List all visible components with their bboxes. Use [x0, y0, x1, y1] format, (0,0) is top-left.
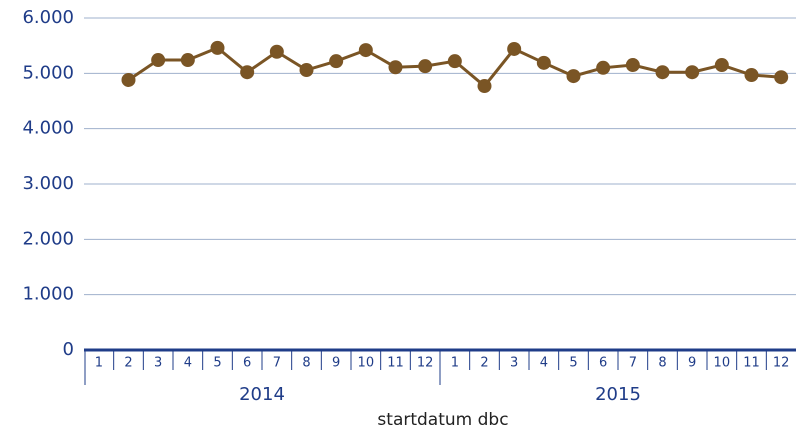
y-tick-label: 4.000 [22, 118, 74, 139]
data-point [240, 65, 255, 80]
x-tick-label: 5 [213, 356, 221, 371]
y-tick-label: 2.000 [22, 228, 74, 249]
x-tick-label: 2 [124, 356, 132, 371]
data-point [507, 41, 522, 56]
y-tick-label: 0 [63, 339, 74, 360]
data-point [566, 69, 581, 84]
data-point [774, 70, 789, 85]
y-tick-label: 5.000 [22, 62, 74, 83]
x-tick-label: 11 [387, 356, 404, 371]
data-point [714, 58, 729, 73]
x-axis-title: startdatum dbc [377, 410, 508, 429]
data-point [121, 72, 136, 87]
x-tick-label: 6 [243, 356, 251, 371]
x-tick-label: 11 [743, 356, 760, 371]
data-point [744, 67, 759, 82]
data-point [418, 59, 433, 74]
x-tick-label: 2 [480, 356, 488, 371]
data-point [329, 54, 344, 69]
y-tick-label: 1.000 [22, 284, 74, 305]
x-tick-label: 7 [273, 356, 281, 371]
data-point [596, 60, 611, 75]
group-label: 2015 [595, 384, 641, 405]
data-point [299, 63, 314, 78]
x-tick-label: 4 [540, 356, 548, 371]
x-tick-label: 8 [302, 356, 310, 371]
data-point [685, 65, 700, 80]
x-tick-label: 1 [451, 356, 459, 371]
data-point [536, 55, 551, 70]
y-tick-label: 3.000 [22, 173, 74, 194]
data-point [388, 60, 403, 75]
x-tick-label: 9 [332, 356, 340, 371]
x-tick-label: 8 [658, 356, 666, 371]
data-point [269, 44, 284, 59]
x-tick-label: 7 [629, 356, 637, 371]
x-tick-label: 5 [569, 356, 577, 371]
data-point [151, 53, 166, 68]
x-tick-label: 9 [688, 356, 696, 371]
data-point [358, 43, 373, 58]
group-label: 2014 [239, 384, 285, 405]
x-tick-label: 10 [358, 356, 375, 371]
x-tick-label: 3 [154, 356, 162, 371]
x-tick-label: 4 [184, 356, 192, 371]
x-tick-label: 10 [714, 356, 731, 371]
data-point [477, 79, 492, 94]
data-point [447, 54, 462, 69]
data-point [180, 53, 195, 68]
x-tick-label: 1 [95, 356, 103, 371]
data-point [655, 65, 670, 80]
y-tick-label: 6.000 [22, 7, 74, 28]
x-tick-label: 12 [417, 356, 434, 371]
x-tick-label: 12 [773, 356, 790, 371]
data-point [625, 58, 640, 73]
data-point [210, 40, 225, 55]
x-tick-label: 3 [510, 356, 518, 371]
x-tick-label: 6 [599, 356, 607, 371]
